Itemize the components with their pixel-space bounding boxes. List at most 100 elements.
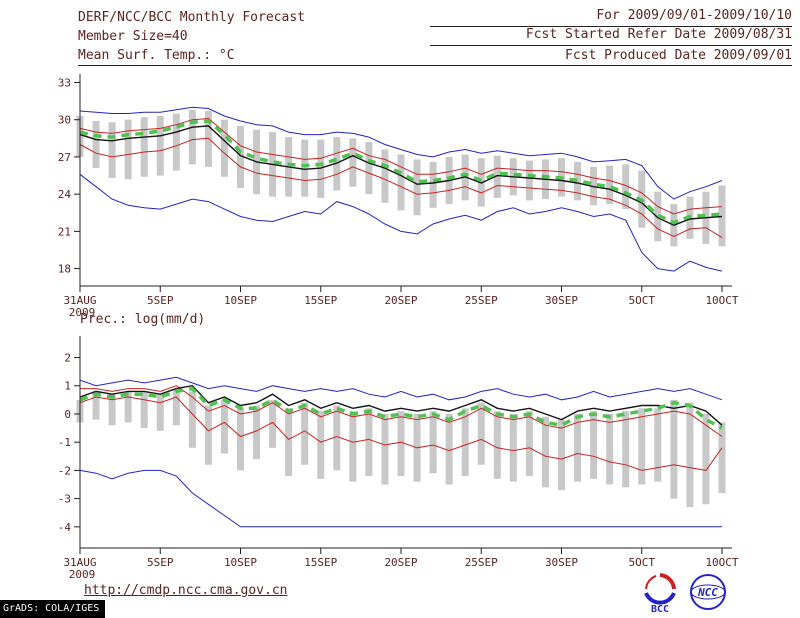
y-tick-label: 0 (64, 408, 71, 421)
fcst-produced-date: Fcst Produced Date 2009/09/01 (565, 48, 792, 63)
ensemble-spread-bar (638, 408, 646, 485)
x-tick-sublabel: 2009 (69, 568, 96, 581)
ensemble-spread-bar (156, 394, 164, 431)
ensemble-spread-bar (172, 113, 180, 171)
ensemble-spread-bar (188, 391, 196, 448)
ensemble-spread-bar (686, 402, 694, 508)
ensemble-spread-bar (574, 161, 582, 201)
ensemble-spread-bar (574, 413, 582, 482)
bcc-logo: BCC (644, 573, 676, 614)
ensemble-spread-bar (622, 411, 630, 488)
ensemble-spread-bar (108, 394, 116, 426)
ncc-logo-text: NCC (697, 586, 718, 599)
x-tick-label: 5SEP (147, 556, 174, 569)
maximum-line (79, 106, 723, 200)
ensemble-spread-bar (525, 411, 533, 477)
ensemble-spread-bar (124, 391, 132, 423)
page-title: DERF/NCC/BCC Monthly Forecast (78, 10, 305, 25)
ensemble-spread-bar (317, 411, 325, 479)
y-tick-label: 1 (64, 380, 71, 393)
header-row-3: Mean Surf. Temp.: °C Fcst Produced Date … (78, 46, 792, 65)
y-tick-label: -4 (58, 521, 72, 534)
ensemble-spread-bar (156, 115, 164, 176)
bcc-logo-swirl (645, 575, 657, 590)
x-tick-label: 10OCT (705, 294, 738, 307)
x-tick-label: 15SEP (304, 556, 337, 569)
website-link[interactable]: http://cmdp.ncc.cma.gov.cn (84, 583, 288, 598)
x-tick-label: 5SEP (147, 294, 174, 307)
x-tick-label: 31AUG (63, 294, 96, 307)
ensemble-spread-bar (349, 411, 357, 482)
ensemble-spread-bar (124, 119, 132, 180)
x-tick-label: 15SEP (304, 294, 337, 307)
ensemble-spread-bar (493, 411, 501, 479)
header-separator (78, 65, 792, 66)
minimum-line (79, 173, 723, 272)
ensemble-spread-bar (108, 122, 116, 179)
x-tick-label: 5OCT (629, 294, 656, 307)
header-row-1: DERF/NCC/BCC Monthly Forecast For 2009/0… (78, 8, 792, 27)
ensemble-spread-bar (558, 419, 565, 491)
ensemble-spread-bar (541, 416, 549, 488)
ensemble-spread-bar (237, 408, 244, 471)
forecast-range: For 2009/09/01-2009/10/10 (430, 7, 792, 27)
ensemble-spread-bar (365, 142, 373, 195)
ensemble-spread-bar (237, 125, 244, 188)
y-tick-label: -2 (58, 464, 71, 477)
ensemble-spread-bar (333, 405, 341, 471)
ensemble-spread-bar (140, 391, 148, 429)
y-tick-label: 33 (58, 76, 71, 89)
y-tick-label: 2 (64, 352, 71, 365)
upper-quartile-line (80, 385, 723, 437)
bcc-logo-text: BCC (651, 604, 669, 614)
fcst-start-date: Fcst Started Refer Date 2009/08/31 (430, 26, 792, 46)
y-tick-label: -1 (58, 436, 71, 449)
ensemble-spread-bar (381, 149, 389, 203)
bcc-logo-blue-arc (644, 592, 676, 605)
x-tick-label: 31AUG (63, 556, 96, 569)
ensemble-spread-bar (285, 408, 293, 477)
ensemble-spread-bar (188, 109, 196, 165)
x-tick-label: 30SEP (545, 294, 578, 307)
ensemble-spread-bar (493, 155, 501, 198)
x-tick-label: 30SEP (545, 556, 578, 569)
ensemble-spread-bar (204, 405, 212, 465)
x-tick-label: 25SEP (465, 556, 498, 569)
ensemble-spread-bar (413, 159, 421, 216)
ensemble-spread-bar (590, 411, 598, 479)
ensemble-spread-bar (654, 408, 662, 482)
x-tick-label: 25SEP (465, 294, 498, 307)
ensemble-mean-line (79, 384, 723, 426)
y-tick-label: 30 (58, 114, 71, 127)
header: DERF/NCC/BCC Monthly Forecast For 2009/0… (78, 8, 792, 65)
ensemble-spread-bar (301, 139, 309, 197)
ensemble-spread-bar (172, 388, 180, 426)
x-tick-label: 10SEP (224, 556, 257, 569)
ensemble-spread-bar (397, 411, 405, 477)
ensemble-spread-bar (220, 119, 228, 177)
grads-credit: GrADS: COLA/IGES (0, 600, 106, 618)
ensemble-mean-line (79, 125, 723, 226)
y-tick-label: -3 (58, 493, 71, 506)
precip-chart-title: Prec.: log(mm/d) (80, 312, 206, 327)
y-tick-label: 21 (58, 225, 71, 238)
ensemble-spread-bar (461, 408, 469, 477)
ensemble-spread-bar (606, 413, 614, 485)
ensemble-spread-bar (365, 408, 373, 477)
ensemble-spread-bar (92, 391, 100, 420)
ensemble-spread-bar (301, 402, 309, 465)
ensemble-spread-bar (429, 161, 437, 208)
ensemble-spread-bar (429, 411, 437, 474)
x-tick-label: 20SEP (384, 556, 417, 569)
temp-chart-title: Mean Surf. Temp.: °C (78, 48, 235, 63)
ensemble-spread-bar (397, 154, 405, 211)
upper-quartile-line (79, 117, 723, 215)
ensemble-spread-bar (606, 165, 614, 205)
y-tick-label: 27 (58, 151, 71, 164)
ncc-logo-latitude (690, 584, 726, 600)
ensemble-spread-bar (220, 399, 228, 454)
x-tick-label: 5OCT (629, 556, 656, 569)
ensemble-spread-bar (92, 120, 100, 169)
ensemble-spread-bar (477, 402, 485, 465)
